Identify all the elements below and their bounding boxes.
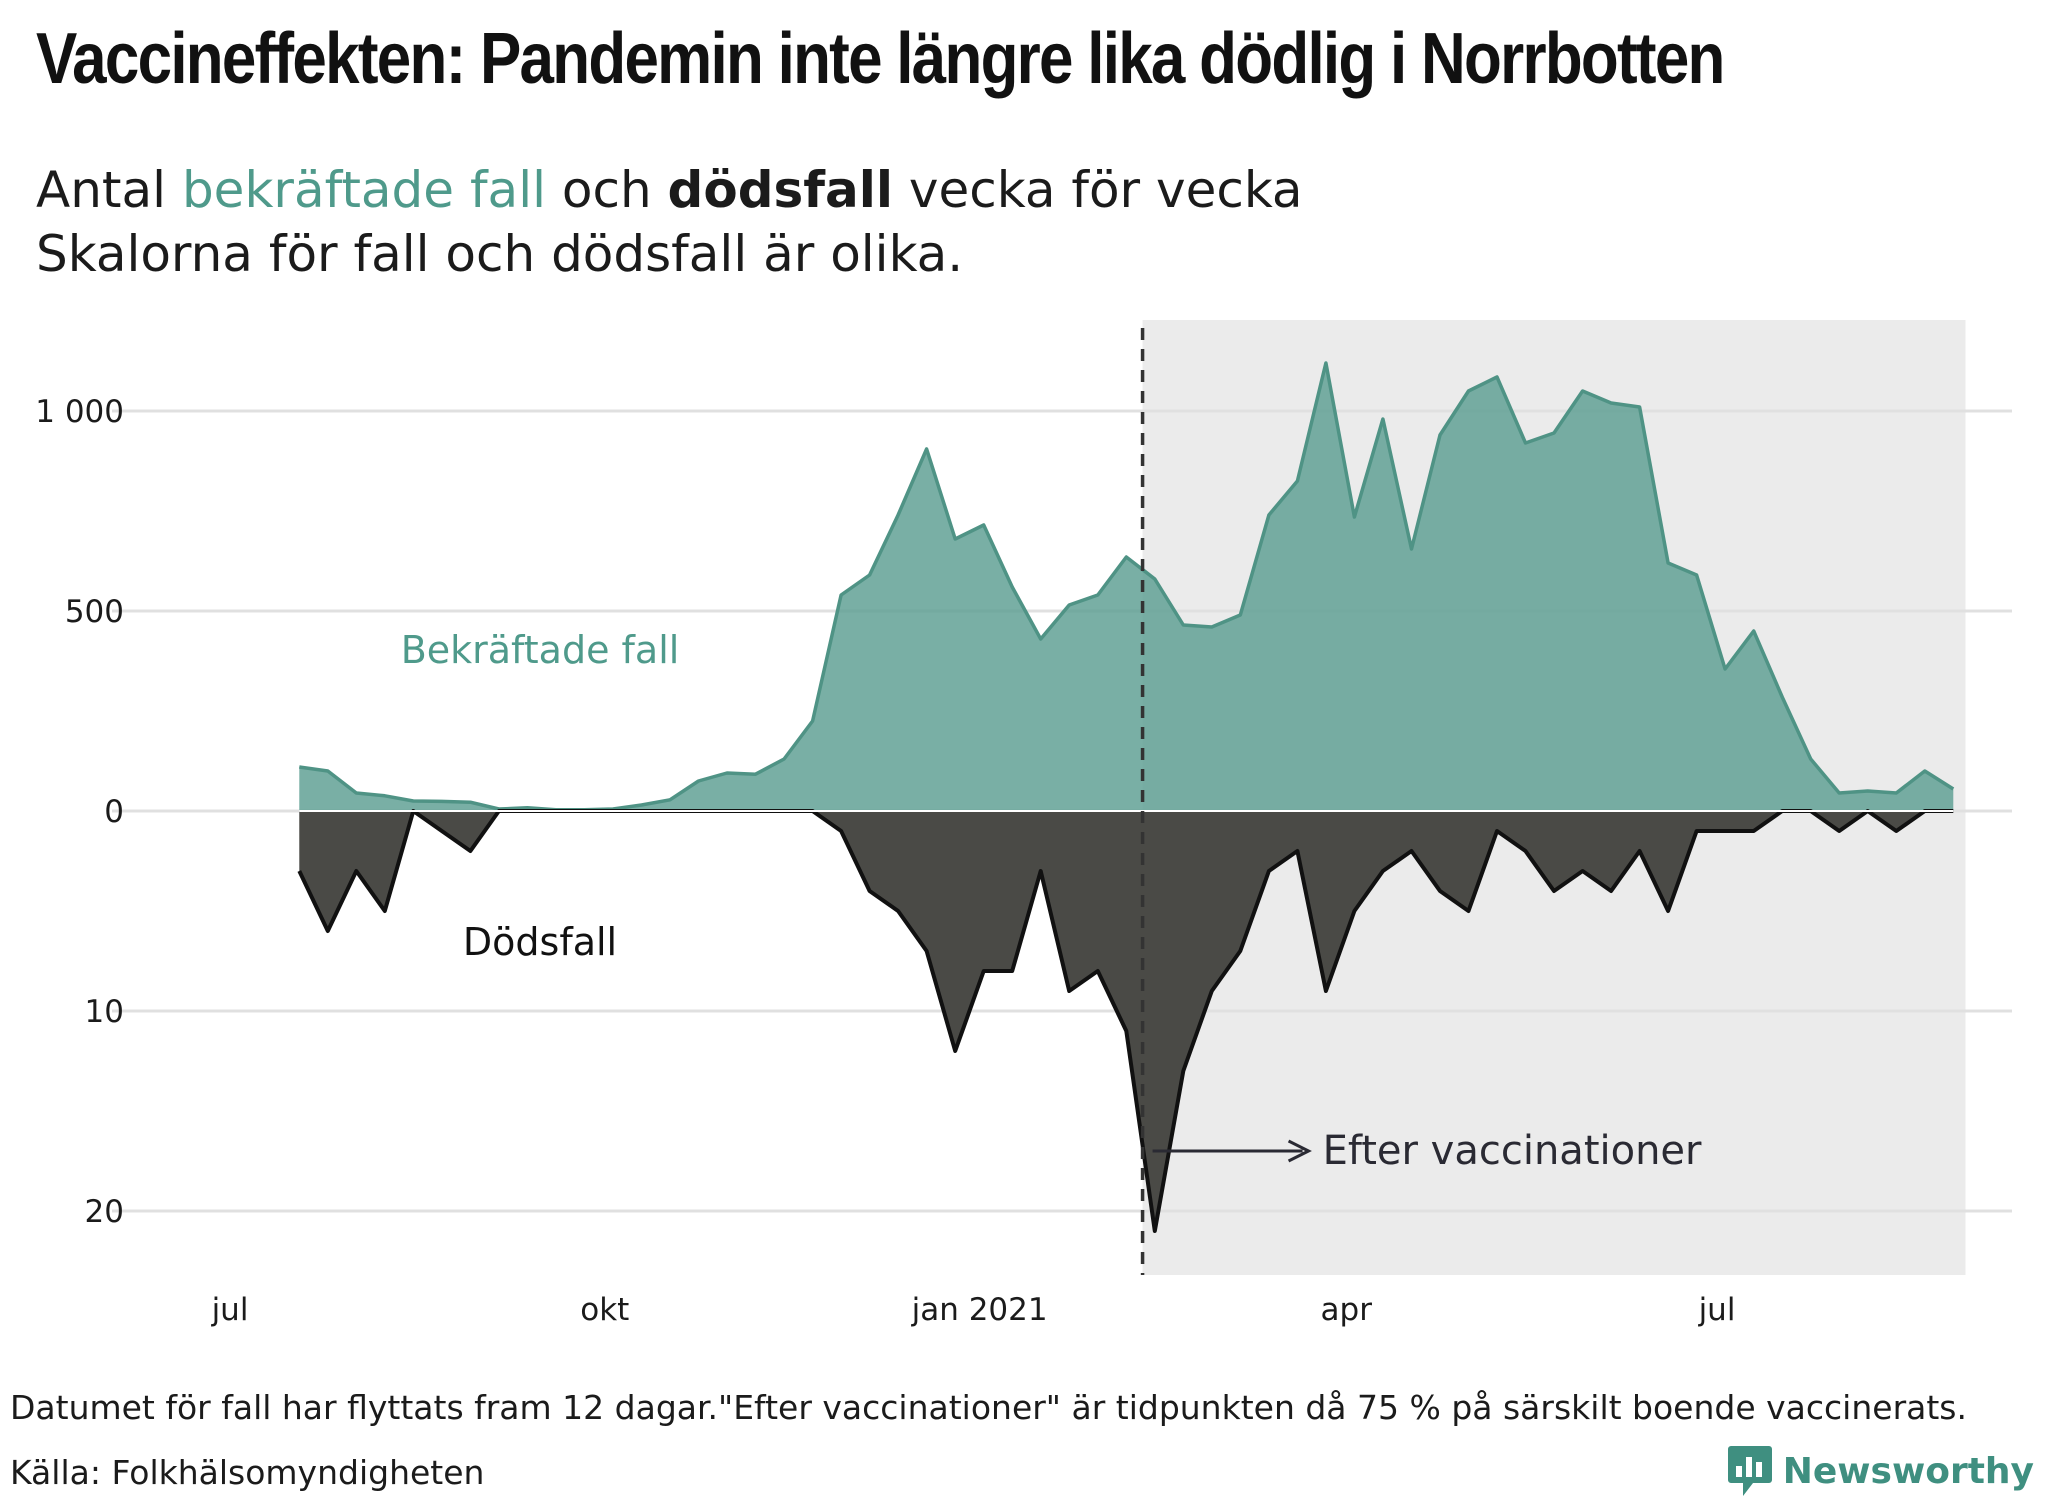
brand-logo: Newsworthy — [1727, 1444, 2034, 1498]
series-label-deaths: Dödsfall — [463, 920, 617, 964]
x-tick-label: jul — [211, 1292, 249, 1328]
x-tick-label: jul — [1698, 1292, 1736, 1328]
brand-name: Newsworthy — [1782, 1450, 2034, 1492]
subtitle-suffix: vecka för vecka — [893, 161, 1303, 219]
y-tick-label-cases: 500 — [65, 594, 124, 630]
x-tick-label: okt — [580, 1292, 629, 1328]
annotation-arrowhead — [1287, 1139, 1312, 1163]
subtitle-cases-highlight: bekräftade fall — [181, 161, 546, 219]
chart-subtitle: Antal bekräftade fall och dödsfall vecka… — [36, 158, 1303, 286]
newsworthy-logo-icon — [1727, 1446, 1772, 1496]
x-tick-label: apr — [1321, 1292, 1373, 1328]
annotation-layer: Bekräftade fall Dödsfall Efter vaccination… — [401, 328, 1702, 1275]
subtitle-prefix: Antal — [36, 161, 182, 219]
series-label-cases: Bekräftade fall — [401, 628, 680, 672]
area-chart: Bekräftade fall Dödsfall Efter vaccination… — [35, 320, 2012, 1328]
x-tick-label: jan 2021 — [911, 1292, 1048, 1328]
source-credit: Källa: Folkhälsomyndigheten — [10, 1453, 485, 1492]
annotation-label: Efter vaccinationer — [1323, 1128, 1702, 1174]
y-tick-label-cases: 0 — [104, 794, 124, 830]
subtitle-middle: och — [545, 161, 668, 219]
y-tick-label-deaths: 20 — [85, 1194, 124, 1230]
series-layer — [297, 361, 1955, 1233]
axis-labels: 0 500 1 000 10 20 jul okt jan 2021 apr jul — [35, 394, 1735, 1328]
chart-title: Vaccineffekten: Pandemin inte längre lik… — [36, 19, 1725, 99]
footnote: Datumet för fall har flyttats fram 12 da… — [10, 1388, 1967, 1427]
deaths-area — [299, 811, 1954, 1231]
subtitle-line-1: Antal bekräftade fall och dödsfall vecka… — [36, 158, 1303, 222]
subtitle-line-2: Skalorna för fall och dödsfall är olika. — [36, 225, 964, 283]
y-tick-label-cases: 1 000 — [35, 394, 124, 430]
y-tick-label-deaths: 10 — [85, 994, 124, 1030]
cases-area — [299, 363, 1954, 811]
subtitle-deaths-highlight: dödsfall — [667, 161, 894, 219]
